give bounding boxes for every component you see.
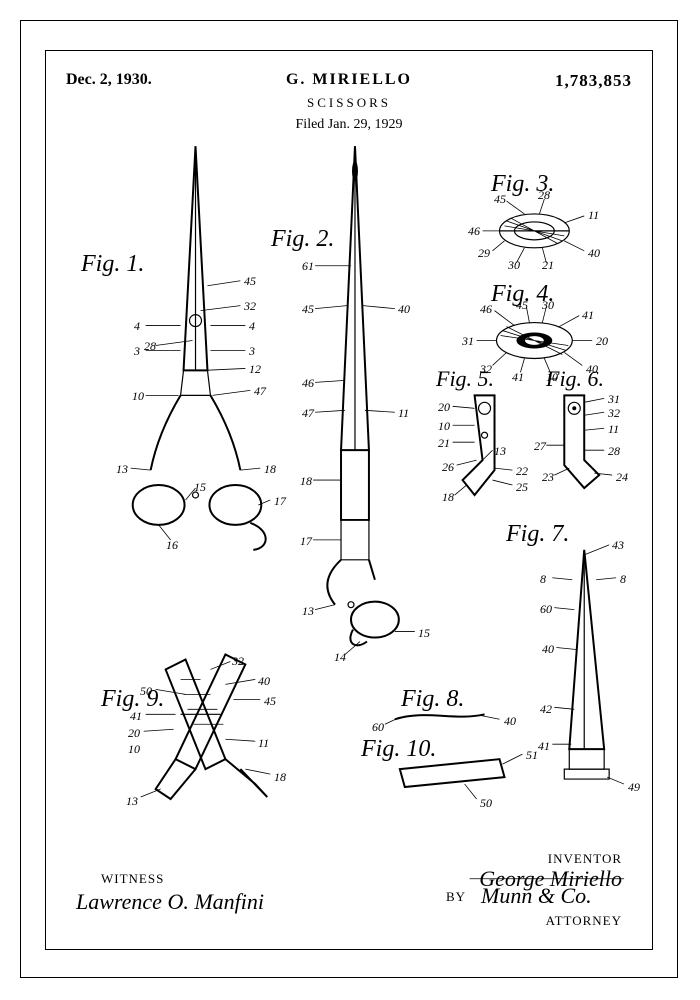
witness-label: WITNESS — [101, 871, 164, 887]
fig6-drawing — [546, 395, 612, 488]
fig4-drawing — [477, 307, 593, 373]
ref-fig1-15: 15 — [194, 481, 206, 493]
fig10-drawing — [400, 754, 523, 799]
ref-fig4-45: 45 — [516, 299, 528, 311]
by-label: BY — [446, 889, 466, 905]
ref-fig7-60: 60 — [540, 603, 552, 615]
ref-fig10-50: 50 — [480, 797, 492, 809]
ref-fig9-10: 10 — [128, 743, 140, 755]
ref-fig9-40: 40 — [258, 675, 270, 687]
ref-fig3-11: 11 — [588, 209, 599, 221]
ref-fig7-8b: 8 — [620, 573, 626, 585]
ref-fig5-13: 13 — [494, 445, 506, 457]
ref-fig2-13: 13 — [302, 605, 314, 617]
ref-fig7-49: 49 — [628, 781, 640, 793]
ref-fig7-42: 42 — [540, 703, 552, 715]
ref-fig6-32: 32 — [608, 407, 620, 419]
ref-fig5-18: 18 — [442, 491, 454, 503]
ref-fig3-40: 40 — [588, 247, 600, 259]
ref-fig7-40: 40 — [542, 643, 554, 655]
ref-fig6-11: 11 — [608, 423, 619, 435]
ref-fig1-47: 47 — [254, 385, 266, 397]
witness-signature: Lawrence O. Manfini — [76, 889, 264, 915]
ref-fig1-4a: 4 — [134, 320, 140, 332]
ref-fig2-40: 40 — [398, 303, 410, 315]
ref-fig6-24: 24 — [616, 471, 628, 483]
ref-fig3-30: 30 — [508, 259, 520, 271]
fig3-drawing — [483, 199, 585, 263]
fig9-drawing — [141, 654, 271, 799]
ref-fig1-32: 32 — [244, 300, 256, 312]
ref-fig3-21: 21 — [542, 259, 554, 271]
ref-fig1-28: 28 — [144, 340, 156, 352]
ref-fig7-43: 43 — [612, 539, 624, 551]
ref-fig9-50: 50 — [140, 685, 152, 697]
ref-fig5-26: 26 — [442, 461, 454, 473]
inventor-label: INVENTOR — [548, 851, 622, 867]
fig8-drawing — [385, 714, 500, 724]
ref-fig6-31: 31 — [608, 393, 620, 405]
ref-fig4-41: 41 — [582, 309, 594, 321]
fig7-drawing — [552, 545, 624, 784]
ref-fig2-61: 61 — [302, 260, 314, 272]
ref-fig3-29: 29 — [478, 247, 490, 259]
patent-drawing — [46, 51, 652, 949]
ref-fig4-32: 32 — [480, 363, 492, 375]
ref-fig1-4b: 4 — [249, 320, 255, 332]
ref-fig9-20: 20 — [128, 727, 140, 739]
attorney-label: ATTORNEY — [546, 913, 622, 929]
ref-fig7-41: 41 — [538, 740, 550, 752]
ref-fig4-46: 46 — [480, 303, 492, 315]
ref-fig2-46: 46 — [302, 377, 314, 389]
ref-fig2-45: 45 — [302, 303, 314, 315]
ref-fig4-30: 30 — [542, 299, 554, 311]
ref-fig3-45: 45 — [494, 193, 506, 205]
ref-fig2-18: 18 — [300, 475, 312, 487]
ref-fig2-15: 15 — [418, 627, 430, 639]
ref-fig2-47: 47 — [302, 407, 314, 419]
fig2-drawing — [313, 146, 415, 654]
ref-fig4-41b: 41 — [512, 371, 524, 383]
ref-fig4-31: 31 — [462, 335, 474, 347]
ref-fig8-60: 60 — [372, 721, 384, 733]
ref-fig5-25: 25 — [516, 481, 528, 493]
ref-fig6-23: 23 — [542, 471, 554, 483]
ref-fig1-3a: 3 — [134, 345, 140, 357]
ref-fig7-8a: 8 — [540, 573, 546, 585]
ref-fig2-14: 14 — [334, 651, 346, 663]
ref-fig2-11: 11 — [398, 407, 409, 419]
ref-fig3-46: 46 — [468, 225, 480, 237]
ref-fig2-17: 17 — [300, 535, 312, 547]
ref-fig1-3b: 3 — [249, 345, 255, 357]
ref-fig6-27: 27 — [534, 440, 546, 452]
ref-fig1-12: 12 — [249, 363, 261, 375]
attorney-signature: Munn & Co. — [481, 883, 592, 909]
ref-fig1-10: 10 — [132, 390, 144, 402]
ref-fig5-20: 20 — [438, 401, 450, 413]
ref-fig1-18: 18 — [264, 463, 276, 475]
ref-fig10-51: 51 — [526, 749, 538, 761]
inner-border: Dec. 2, 1930. G. MIRIELLO 1,783,853 SCIS… — [45, 50, 653, 950]
ref-fig1-17: 17 — [274, 495, 286, 507]
ref-fig9-32: 32 — [232, 655, 244, 667]
ref-fig1-13: 13 — [116, 463, 128, 475]
ref-fig9-45: 45 — [264, 695, 276, 707]
ref-fig9-13: 13 — [126, 795, 138, 807]
ref-fig4-20: 20 — [596, 335, 608, 347]
ref-fig4-10: 10 — [546, 371, 558, 383]
ref-fig5-10: 10 — [438, 420, 450, 432]
ref-fig5-22: 22 — [516, 465, 528, 477]
ref-fig3-28: 28 — [538, 189, 550, 201]
ref-fig1-16: 16 — [166, 539, 178, 551]
ref-fig5-21: 21 — [438, 437, 450, 449]
ref-fig9-18: 18 — [274, 771, 286, 783]
ref-fig9-11: 11 — [258, 737, 269, 749]
ref-fig6-28: 28 — [608, 445, 620, 457]
ref-fig4-40: 40 — [586, 363, 598, 375]
ref-fig8-40: 40 — [504, 715, 516, 727]
ref-fig9-41: 41 — [130, 710, 142, 722]
ref-fig1-45: 45 — [244, 275, 256, 287]
